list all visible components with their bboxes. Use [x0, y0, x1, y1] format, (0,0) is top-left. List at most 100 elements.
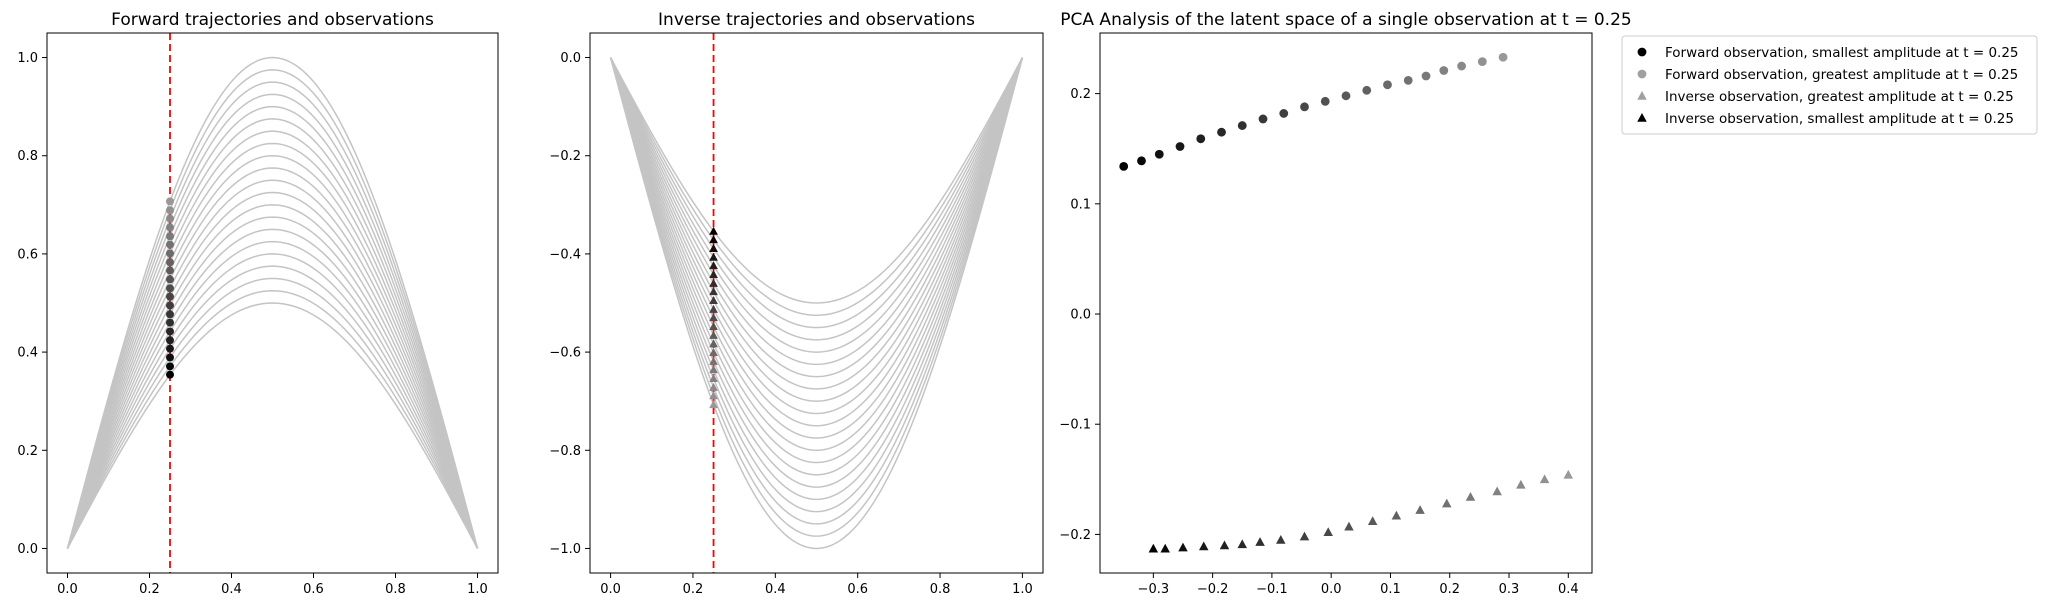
legend-label: Inverse observation, smallest amplitude … — [1665, 111, 2014, 127]
observation-point — [166, 327, 174, 336]
scatter-point — [1323, 527, 1333, 536]
trajectory-line — [66, 130, 479, 549]
trajectory-line — [66, 154, 479, 549]
x-tick-label: 0.6 — [303, 582, 324, 597]
observation-point — [166, 232, 174, 241]
scatter-point — [1341, 91, 1351, 101]
scatter-point — [1465, 491, 1476, 501]
scatter-point — [1383, 80, 1392, 90]
scatter-point — [1148, 543, 1159, 553]
y-tick-label: 0.0 — [1070, 308, 1091, 323]
trajectory-line — [66, 228, 479, 549]
observation-point — [166, 249, 174, 258]
scatter-point — [1255, 537, 1265, 546]
chart-panel-1: 0.0 0.2 0.4 0.6 0.8 1.0 0.0 0.2 0.4 0.6 0.8 1.0 Forw… — [17, 10, 499, 597]
legend-label: Forward observation, smallest amplitude … — [1665, 45, 2019, 61]
scatter-point — [1175, 142, 1185, 151]
y-tick-label: 0.0 — [560, 51, 581, 66]
trajectory-line — [609, 57, 1024, 525]
y-tick-label: −0.4 — [549, 247, 581, 262]
y-tick-label: −0.6 — [549, 346, 581, 361]
observation-point — [166, 223, 174, 232]
scatter-point — [1477, 57, 1487, 67]
x-tick-label: 0.0 — [57, 582, 78, 597]
scatter-point — [1219, 540, 1230, 550]
chart-panel-3: −0.3 −0.2 −0.1 0.0 0.1 0.2 0.3 0.4 −0.2 −0.1 0.0 0.… — [1059, 10, 2038, 597]
scatter-point — [1154, 149, 1164, 159]
trajectory-line — [609, 57, 1024, 501]
legend-marker — [1637, 47, 1647, 57]
y-tick-label: 0.6 — [17, 247, 38, 262]
legend-marker — [1637, 91, 1647, 100]
observation-point — [709, 391, 718, 400]
axes-frame — [46, 32, 499, 574]
trajectory-line — [609, 57, 1024, 390]
scatter-point — [1160, 543, 1170, 553]
observation-point — [166, 353, 174, 362]
scatter-point — [1320, 96, 1330, 106]
x-tick-label: 1.0 — [1012, 582, 1033, 597]
observation-point — [166, 310, 174, 319]
scatter-point — [1198, 541, 1209, 551]
observation-point — [166, 197, 174, 206]
observation-point — [166, 240, 174, 249]
x-tick-label: 0.2 — [1439, 582, 1460, 597]
x-tick-label: 0.8 — [385, 582, 406, 597]
x-tick-label: −0.3 — [1138, 582, 1170, 597]
y-tick-label: 0.2 — [1070, 87, 1091, 102]
observation-point — [709, 235, 718, 244]
legend-marker — [1637, 69, 1647, 79]
trajectory-line — [66, 105, 479, 549]
x-tick-label: 0.8 — [930, 582, 951, 597]
x-tick-label: 0.4 — [1558, 582, 1579, 597]
scatter-point — [1237, 539, 1248, 549]
observation-point — [166, 258, 174, 267]
scatter-point — [1276, 534, 1286, 544]
x-tick-label: 0.2 — [683, 582, 704, 597]
scatter-point — [1367, 516, 1378, 525]
trajectory-line — [609, 57, 1024, 317]
x-tick-label: 0.4 — [765, 582, 786, 597]
y-tick-label: −0.8 — [549, 444, 581, 459]
legend-label: Inverse observation, greatest amplitude … — [1665, 89, 2014, 105]
chart-panel-2: 0.0 0.2 0.4 0.6 0.8 1.0 0.0 −0.2 −0.4 −0.6 −0.8 −1.… — [549, 10, 1044, 597]
y-tick-label: −0.2 — [1059, 528, 1091, 543]
trajectory-line — [66, 142, 479, 549]
trajectory-line — [609, 57, 1024, 476]
trajectory-line — [66, 69, 479, 549]
plot-area — [609, 33, 1024, 573]
trajectory-line — [609, 57, 1024, 537]
scatter-point — [1258, 114, 1268, 124]
trajectory-line — [609, 57, 1024, 550]
observation-point — [166, 284, 174, 293]
observation-point — [166, 344, 174, 353]
observation-point — [709, 261, 718, 270]
y-tick-label: 0.8 — [17, 149, 38, 164]
x-tick-label: 0.3 — [1499, 582, 1520, 597]
y-tick-label: −0.2 — [549, 149, 581, 164]
trajectory-line — [66, 204, 479, 549]
trajectory-line — [609, 57, 1024, 353]
chart-title: Inverse trajectories and observations — [658, 10, 975, 30]
trajectory-line — [66, 302, 479, 549]
trajectory-line — [66, 277, 479, 549]
x-tick-label: 0.4 — [221, 582, 242, 597]
y-tick-label: 0.4 — [17, 346, 38, 361]
observation-point — [166, 336, 174, 345]
x-tick-label: 0.0 — [600, 582, 621, 597]
scatter-point — [1300, 102, 1309, 112]
scatter-point — [1279, 109, 1289, 118]
observation-point — [709, 304, 718, 313]
trajectory-line — [609, 57, 1024, 452]
scatter-point — [1492, 486, 1502, 496]
scatter-point — [1516, 479, 1526, 489]
trajectory-line — [66, 289, 479, 549]
observation-point — [166, 292, 174, 301]
observation-point — [709, 356, 718, 365]
y-tick-label: 0.2 — [17, 444, 38, 459]
trajectory-line — [609, 57, 1024, 366]
scatter-point — [1403, 75, 1413, 85]
observation-point — [166, 370, 174, 379]
scatter-point — [1217, 127, 1226, 137]
x-tick-label: 0.2 — [139, 582, 160, 597]
